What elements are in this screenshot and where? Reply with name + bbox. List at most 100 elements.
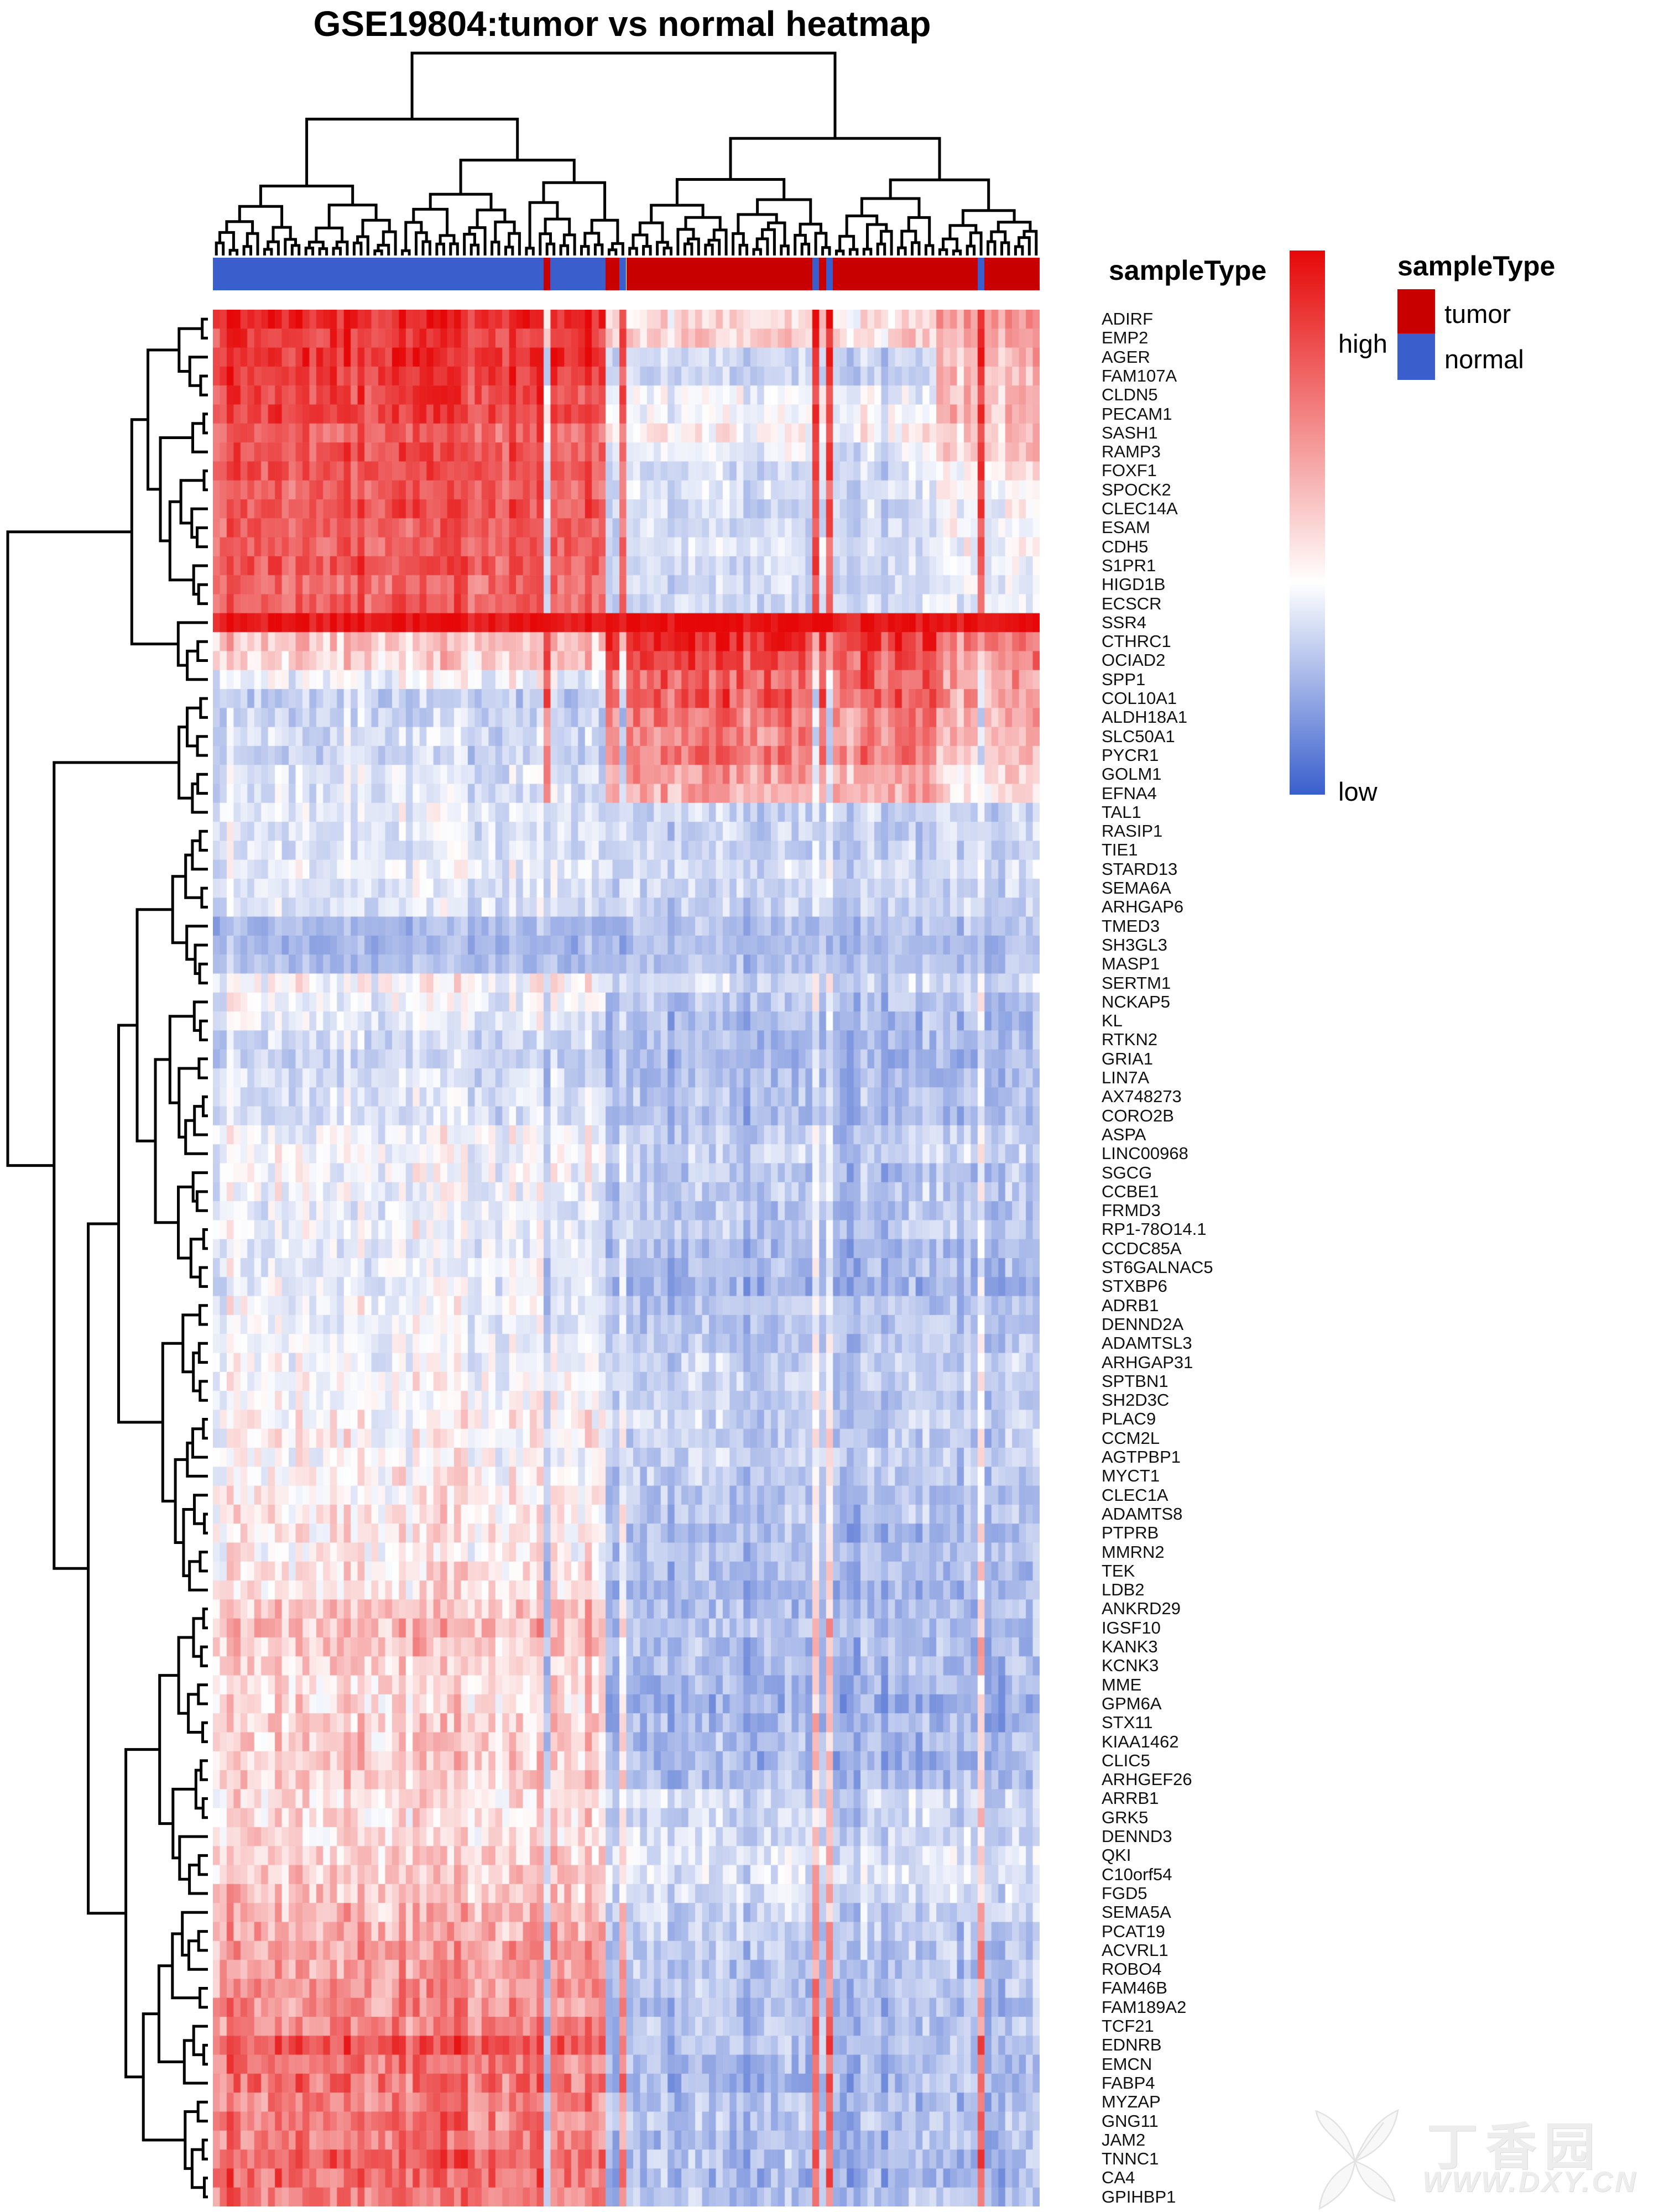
gene-label: GRK5	[1102, 1807, 1149, 1827]
gene-label: STX11	[1102, 1713, 1153, 1733]
gene-label: PECAM1	[1102, 404, 1172, 424]
gene-label: OCIAD2	[1102, 650, 1166, 670]
gene-label: AX748273	[1102, 1087, 1182, 1107]
gene-label: ADIRF	[1102, 309, 1153, 328]
gene-label: GPIHBP1	[1102, 2187, 1176, 2206]
gene-label: JAM2	[1102, 2130, 1146, 2150]
gene-label: ST6GALNAC5	[1102, 1258, 1213, 1277]
annotation-segment-normal	[812, 258, 820, 290]
annotation-segment-normal	[977, 258, 985, 290]
gene-label: SASH1	[1102, 422, 1158, 442]
gene-label: RTKN2	[1102, 1030, 1158, 1050]
dxy-flower-icon	[1315, 2109, 1399, 2210]
gene-label: EDNRB	[1102, 2035, 1162, 2055]
gene-label: MASP1	[1102, 954, 1160, 974]
gene-label: CA4	[1102, 2168, 1135, 2188]
row-dendrogram	[6, 317, 208, 2199]
annotation-segment-tumor	[606, 258, 620, 290]
gene-label: ALDH18A1	[1102, 707, 1188, 727]
gene-label: SLC50A1	[1102, 726, 1175, 746]
annotation-bar-label: sampleType	[1109, 255, 1267, 286]
sample-type-annotation-bar	[213, 258, 1040, 290]
gene-label: FAM107A	[1102, 366, 1177, 385]
gene-label: TEK	[1102, 1561, 1135, 1580]
gene-label: CLIC5	[1102, 1750, 1150, 1770]
gene-label: CCBE1	[1102, 1181, 1159, 1201]
gene-label: TCF21	[1102, 2016, 1154, 2036]
gene-label: FGD5	[1102, 1883, 1147, 1903]
gene-label: NCKAP5	[1102, 992, 1171, 1011]
gene-label: CLEC14A	[1102, 499, 1178, 518]
annotation-segment-tumor	[984, 258, 1040, 290]
gene-label: DENND2A	[1102, 1314, 1184, 1334]
gene-label: CLEC1A	[1102, 1485, 1168, 1505]
gene-label: LDB2	[1102, 1580, 1145, 1600]
gene-label: PTPRB	[1102, 1523, 1159, 1543]
gene-label: LINC00968	[1102, 1144, 1188, 1164]
gene-label: ROBO4	[1102, 1959, 1162, 1979]
gene-label: ARHGAP31	[1102, 1352, 1193, 1372]
color-scale-gradient-bar	[1290, 251, 1325, 795]
gene-label: DENND3	[1102, 1827, 1172, 1846]
gene-label: C10orf54	[1102, 1864, 1172, 1884]
gene-label: CTHRC1	[1102, 632, 1171, 651]
gene-label: TMED3	[1102, 916, 1160, 936]
gene-label: ANKRD29	[1102, 1599, 1181, 1619]
gene-label: EMCN	[1102, 2054, 1152, 2074]
gene-label: SPTBN1	[1102, 1371, 1168, 1391]
gene-label: FABP4	[1102, 2073, 1155, 2093]
gene-label: KL	[1102, 1011, 1123, 1031]
gene-label: FRMD3	[1102, 1201, 1161, 1220]
annotation-segment-normal	[619, 258, 627, 290]
gene-label: COL10A1	[1102, 688, 1177, 708]
gene-label: EMP2	[1102, 328, 1149, 348]
gene-label: IGSF10	[1102, 1618, 1161, 1637]
gene-label: SERTM1	[1102, 973, 1171, 993]
gene-label: GNG11	[1102, 2111, 1159, 2131]
gene-label: FAM46B	[1102, 1978, 1167, 1998]
color-scale-high-label: high	[1338, 329, 1387, 358]
gene-label: GPM6A	[1102, 1693, 1162, 1713]
annotation-segment-tumor	[833, 258, 978, 290]
gene-label: KANK3	[1102, 1637, 1158, 1656]
gene-label: PCAT19	[1102, 1921, 1165, 1941]
gene-label: AGER	[1102, 347, 1150, 367]
gene-label: EFNA4	[1102, 783, 1157, 803]
gene-label: SPP1	[1102, 669, 1146, 689]
gene-label: SEMA5A	[1102, 1902, 1171, 1922]
gene-label: KCNK3	[1102, 1656, 1159, 1676]
gene-label: KIAA1462	[1102, 1731, 1179, 1751]
normal-legend-label: normal	[1444, 345, 1524, 374]
gene-label: MYZAP	[1102, 2092, 1161, 2112]
gene-label: FAM189A2	[1102, 1997, 1187, 2017]
gene-label: CLDN5	[1102, 385, 1158, 405]
gene-label: HIGD1B	[1102, 575, 1166, 594]
gene-label: RP1-78O14.1	[1102, 1219, 1207, 1239]
gene-label: ECSCR	[1102, 593, 1162, 613]
gene-label: STARD13	[1102, 859, 1178, 879]
watermark-url-text: WWW.DXY.CN	[1422, 2166, 1638, 2198]
gene-label: CDH5	[1102, 536, 1149, 556]
gene-label: ACVRL1	[1102, 1940, 1168, 1960]
annotation-segment-tumor	[819, 258, 826, 290]
gene-labels-column: ADIRF EMP2 AGER FAM107A CLDN5 PECAM1 SASH1 RAMP…	[1102, 309, 1290, 2206]
column-dendrogram	[215, 51, 1038, 255]
annotation-segment-tumor	[544, 258, 551, 290]
gene-label: MME	[1102, 1674, 1142, 1694]
gene-label: ADRB1	[1102, 1295, 1159, 1315]
gene-label: S1PR1	[1102, 555, 1156, 575]
gene-label: SPOCK2	[1102, 479, 1171, 499]
page-title: GSE19804:tumor vs normal heatmap	[313, 4, 931, 44]
gene-label: ESAM	[1102, 518, 1150, 538]
color-scale-low-label: low	[1338, 777, 1378, 806]
gene-label: AGTPBP1	[1102, 1447, 1181, 1467]
gene-label: SH2D3C	[1102, 1390, 1170, 1410]
gene-label: MYCT1	[1102, 1466, 1160, 1486]
gene-label: SH3GL3	[1102, 935, 1167, 954]
gene-label: GOLM1	[1102, 764, 1162, 784]
gene-label: CCDC85A	[1102, 1238, 1182, 1258]
gene-label: FOXF1	[1102, 461, 1157, 481]
gene-label: ASPA	[1102, 1124, 1146, 1144]
gene-label: ADAMTS8	[1102, 1504, 1183, 1524]
